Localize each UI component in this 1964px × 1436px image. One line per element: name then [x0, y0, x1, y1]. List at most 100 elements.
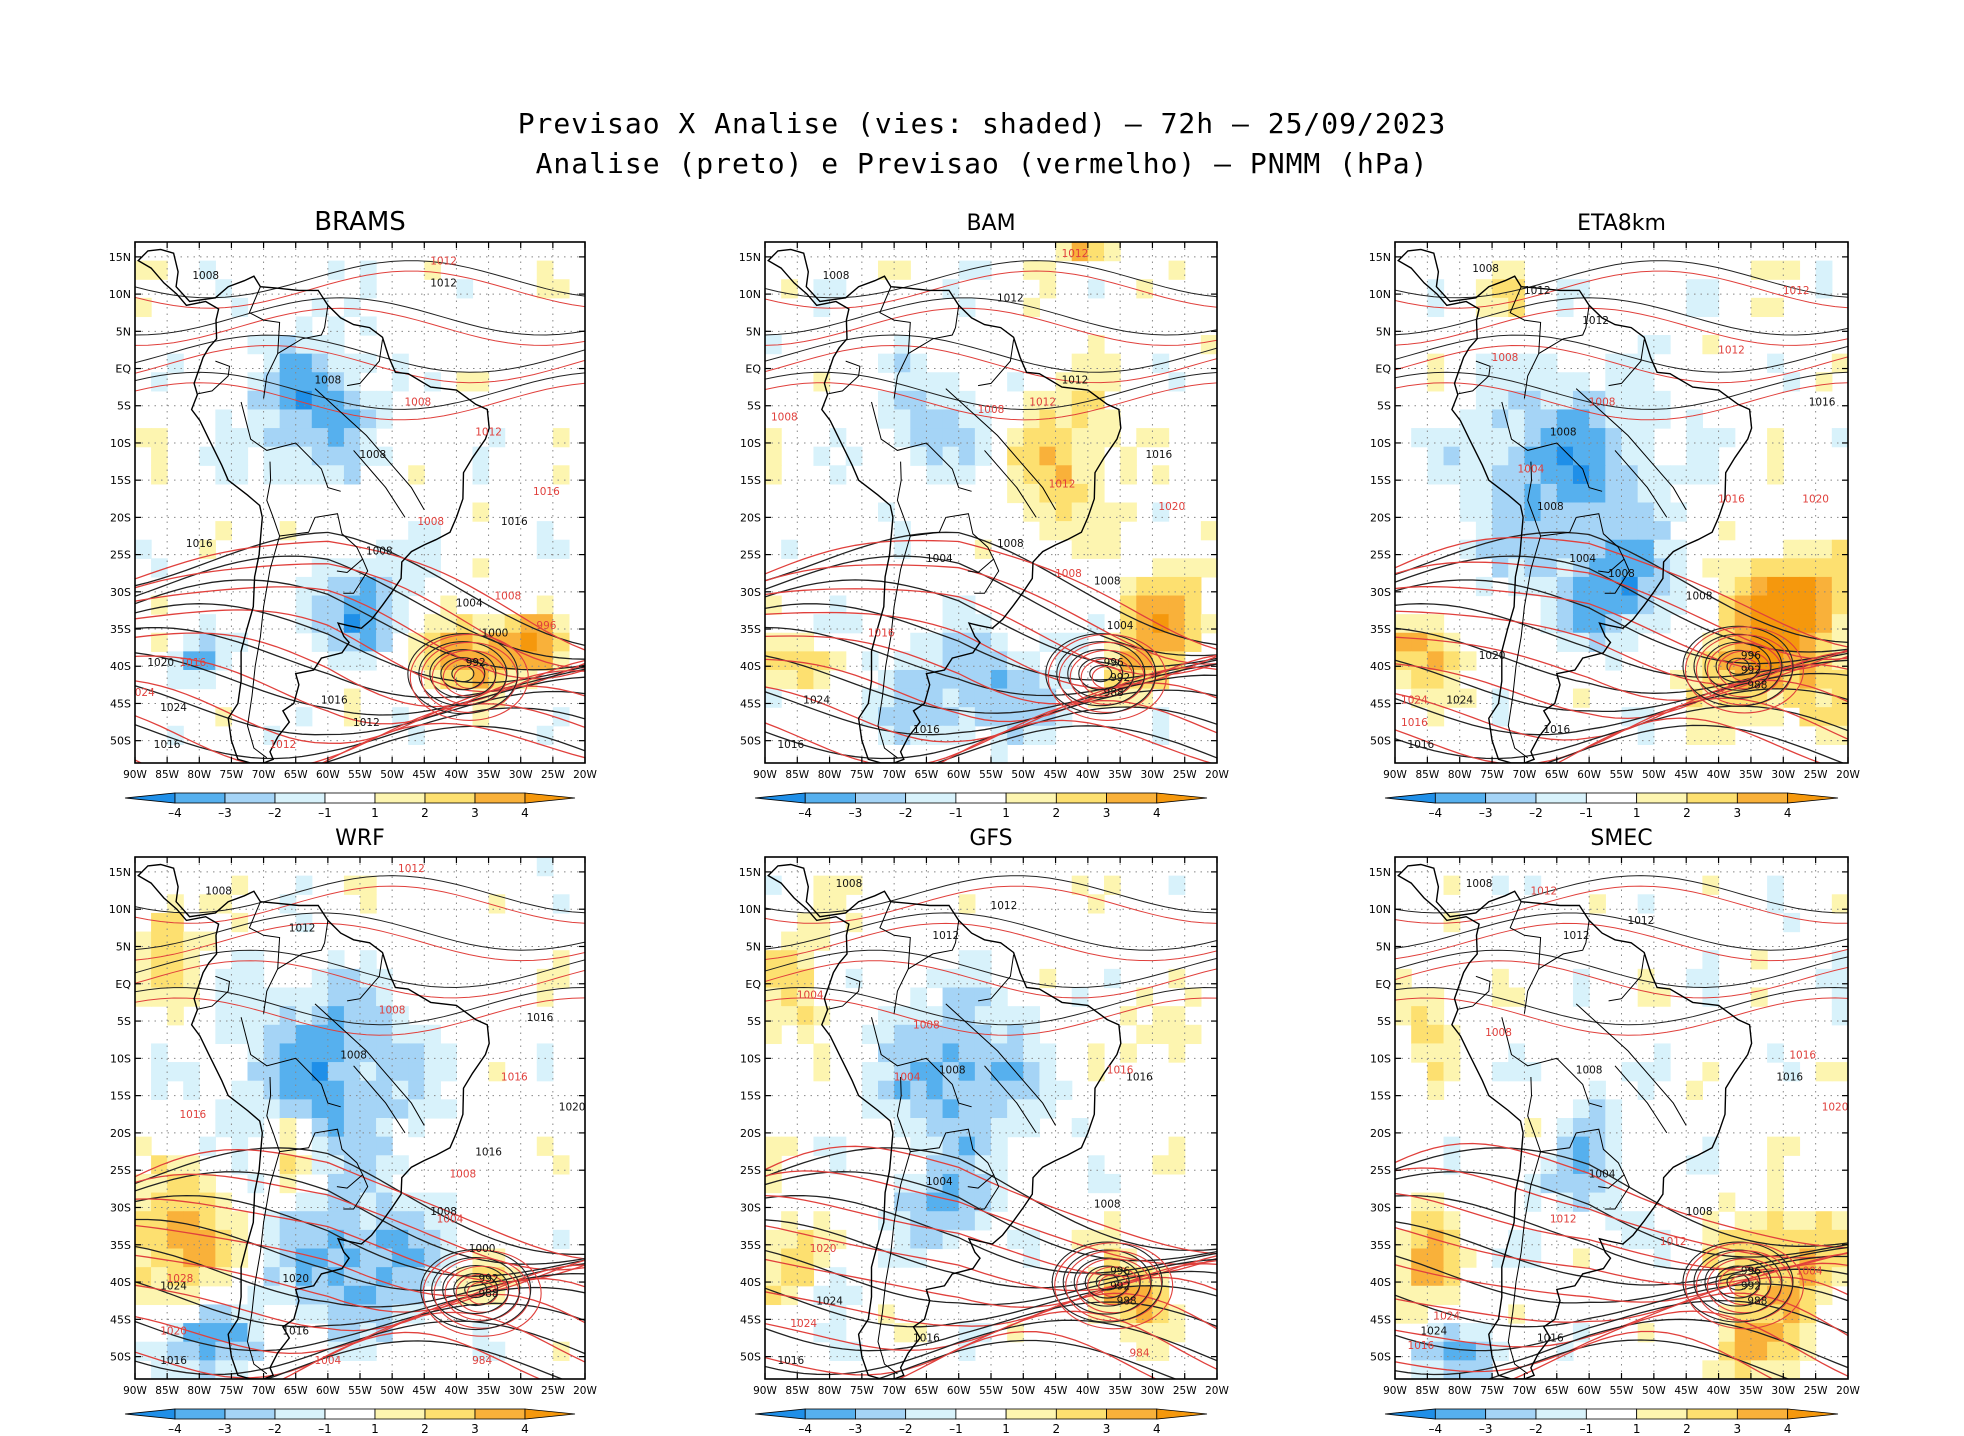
- bias-cell: [1524, 428, 1542, 448]
- bias-cell: [392, 1267, 409, 1287]
- colorbar-segment: [174, 792, 226, 804]
- country-border: [277, 305, 329, 355]
- bias-cell: [327, 1080, 345, 1100]
- bias-cell: [1443, 1136, 1461, 1156]
- bias-cell: [1087, 390, 1105, 411]
- analysis-isobar: [418, 641, 508, 707]
- bias-cell: [1071, 1118, 1089, 1138]
- analysis-isobar: [1395, 875, 1848, 914]
- bias-cell: [958, 1099, 976, 1119]
- bias-cell: [765, 688, 782, 708]
- colorbar-label: 2: [421, 1422, 429, 1436]
- colorbar-segment: [754, 792, 806, 804]
- x-tick-label: 90W: [753, 769, 777, 781]
- analysis-isobar: [135, 1281, 585, 1328]
- y-tick-label: 5S: [117, 1015, 131, 1028]
- bias-cell: [183, 1211, 200, 1231]
- bias-cell: [360, 1192, 377, 1212]
- bias-cell: [926, 632, 944, 652]
- bias-cell: [1540, 483, 1558, 504]
- forecast-isobar-label: 1016: [1401, 717, 1428, 729]
- bias-cell: [910, 409, 928, 429]
- y-tick-label: 5N: [1376, 325, 1391, 338]
- x-tick-label: 60W: [316, 1385, 340, 1397]
- map-area: 1008101210121016100810081004100810089969…: [1395, 242, 1848, 763]
- y-tick-label: EQ: [745, 978, 761, 991]
- colorbar-label: 3: [1103, 1422, 1111, 1436]
- bias-cell: [231, 465, 249, 485]
- y-tick-label: 10N: [1369, 903, 1391, 916]
- bias-cell: [974, 1211, 992, 1231]
- bias-cell: [1136, 576, 1154, 597]
- panel-title: BAM: [966, 211, 1015, 236]
- bias-cell: [279, 465, 297, 485]
- bias-cell: [167, 353, 184, 373]
- colorbar-segment: [1535, 1408, 1587, 1420]
- forecast-isobar: [765, 564, 1217, 665]
- analysis-isobar-label: 988: [1104, 687, 1124, 699]
- bias-cell: [327, 316, 345, 336]
- country-border: [240, 401, 341, 492]
- bias-cell: [1168, 1024, 1186, 1045]
- bias-cell: [1152, 1024, 1170, 1045]
- forecast-isobar: [422, 1249, 542, 1337]
- bias-cell: [215, 409, 233, 429]
- bias-cell: [1653, 390, 1671, 411]
- y-tick-label: 5S: [1377, 400, 1391, 413]
- bias-cell: [1071, 539, 1089, 559]
- bias-cell: [1589, 558, 1606, 578]
- analysis-isobar-label: 1024: [1446, 694, 1473, 706]
- bias-cell: [1427, 1006, 1445, 1026]
- analysis-isobar: [420, 1248, 532, 1331]
- bias-cell: [1589, 409, 1606, 429]
- bias-cell: [1734, 576, 1752, 597]
- bias-cell: [440, 1062, 458, 1082]
- bias-cell: [343, 1285, 361, 1306]
- bias-cell: [1104, 353, 1121, 373]
- country-border: [1604, 558, 1630, 594]
- bias-cell: [878, 1024, 895, 1045]
- bias-cell: [1653, 521, 1671, 541]
- bias-cell: [1637, 595, 1655, 615]
- bias-cell: [942, 1211, 960, 1231]
- bias-cell: [1686, 968, 1703, 989]
- bias-cell: [231, 1118, 249, 1138]
- bias-cell: [1459, 502, 1477, 522]
- forecast-isobar: [135, 270, 585, 309]
- bias-cell: [1023, 446, 1041, 466]
- colorbar-label: 1: [1002, 806, 1010, 820]
- bias-cell: [1007, 1006, 1024, 1026]
- bias-cell: [1427, 1211, 1445, 1231]
- bias-cell: [926, 1118, 944, 1138]
- bias-cell: [536, 260, 554, 280]
- bias-cell: [894, 335, 911, 355]
- y-tick-label: 45S: [1370, 697, 1391, 710]
- colorbar-segment: [1787, 792, 1839, 804]
- forecast-isobar: [1395, 885, 1848, 924]
- bias-cell: [797, 632, 815, 652]
- colorbar-segment: [1005, 792, 1057, 804]
- bias-cell: [1767, 260, 1784, 280]
- bias-cell: [1767, 465, 1784, 485]
- x-tick-label: 65W: [915, 769, 939, 781]
- bias-cell: [1540, 595, 1558, 615]
- y-tick-label: 40S: [110, 1276, 131, 1289]
- bias-cell: [263, 390, 281, 411]
- bias-cell: [1443, 1248, 1461, 1268]
- bias-cell: [1039, 1062, 1057, 1082]
- bias-cell: [360, 950, 377, 970]
- forecast-isobar-label: 1008: [1055, 568, 1082, 580]
- bias-cell: [829, 1229, 847, 1250]
- bias-cell: [1492, 483, 1509, 504]
- bias-cell: [311, 1304, 329, 1324]
- forecast-isobar: [1395, 270, 1848, 309]
- bias-cell: [327, 987, 345, 1007]
- bias-cell: [878, 260, 895, 280]
- analysis-isobar-label: 1024: [1420, 1325, 1447, 1337]
- forecast-isobar: [1054, 1242, 1174, 1330]
- bias-cell: [765, 1285, 782, 1306]
- analysis-isobar: [765, 689, 1217, 736]
- analysis-isobar-label: 1008: [1094, 575, 1121, 587]
- x-tick-label: 40W: [445, 769, 469, 781]
